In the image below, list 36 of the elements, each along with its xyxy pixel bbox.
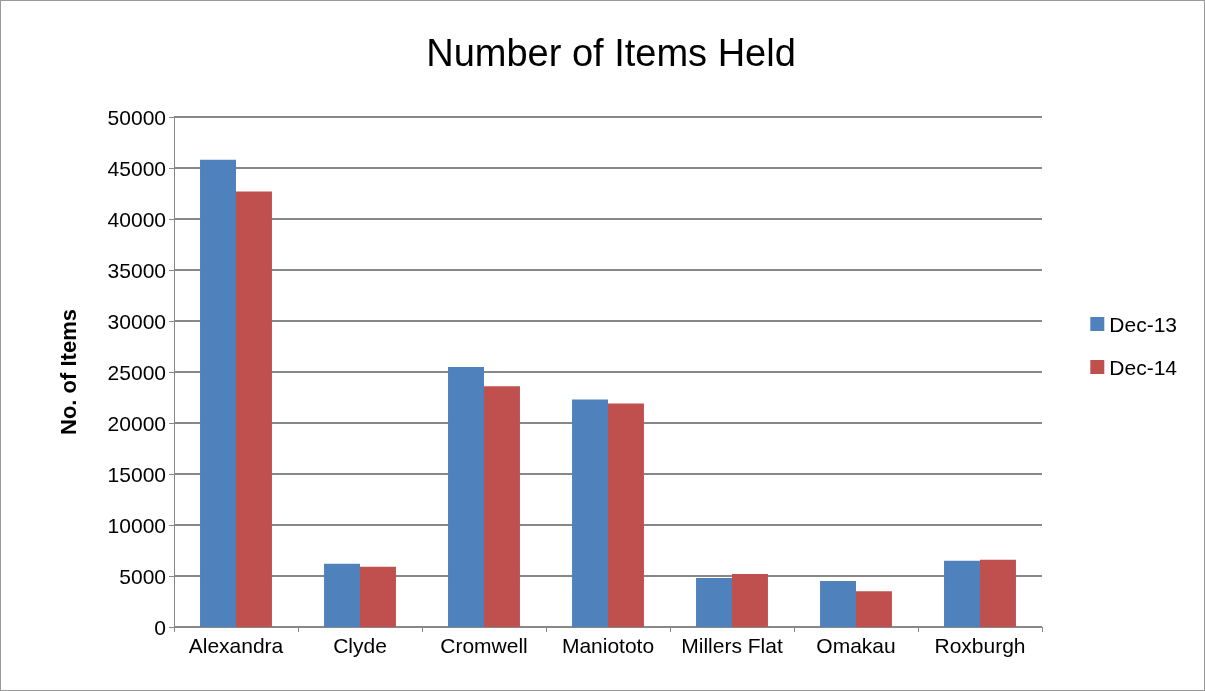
bar [448, 366, 484, 627]
bar [856, 591, 892, 627]
bar [732, 573, 768, 627]
y-tick-label: 30000 [107, 309, 166, 333]
bar [572, 399, 608, 627]
legend-label: Dec-13 [1109, 312, 1178, 336]
chart-title: Number of Items Held [426, 32, 796, 74]
x-tick-label: Cromwell [440, 634, 528, 657]
x-tick-label: Omakau [816, 634, 896, 657]
bar [944, 560, 980, 627]
y-tick-label: 0 [154, 615, 166, 639]
bar [820, 581, 856, 627]
y-tick-label: 5000 [119, 564, 166, 588]
y-tick-label: 35000 [107, 258, 166, 282]
bar [200, 159, 236, 627]
x-tick-label: Roxburgh [934, 634, 1026, 657]
bar [236, 191, 272, 627]
y-tick-label: 15000 [107, 462, 166, 486]
y-tick-label: 25000 [107, 360, 166, 384]
y-tick-label: 20000 [107, 411, 166, 435]
y-axis-title: No. of Items [55, 309, 81, 435]
x-tick-label: Clyde [333, 634, 387, 657]
y-tick-label: 45000 [107, 156, 166, 180]
x-tick-label: Maniototo [561, 634, 655, 657]
bar [980, 559, 1016, 627]
y-tick-label: 40000 [107, 207, 166, 231]
bar [696, 578, 732, 627]
x-tick-label: Millers Flat [681, 634, 783, 657]
bar [324, 563, 360, 627]
x-tick-label: Alexandra [188, 634, 284, 657]
bar [360, 566, 396, 627]
bar [608, 403, 644, 627]
legend-label: Dec-14 [1109, 355, 1178, 379]
y-tick-label: 10000 [107, 513, 166, 537]
bar [484, 386, 520, 627]
y-tick-label: 50000 [107, 105, 166, 129]
